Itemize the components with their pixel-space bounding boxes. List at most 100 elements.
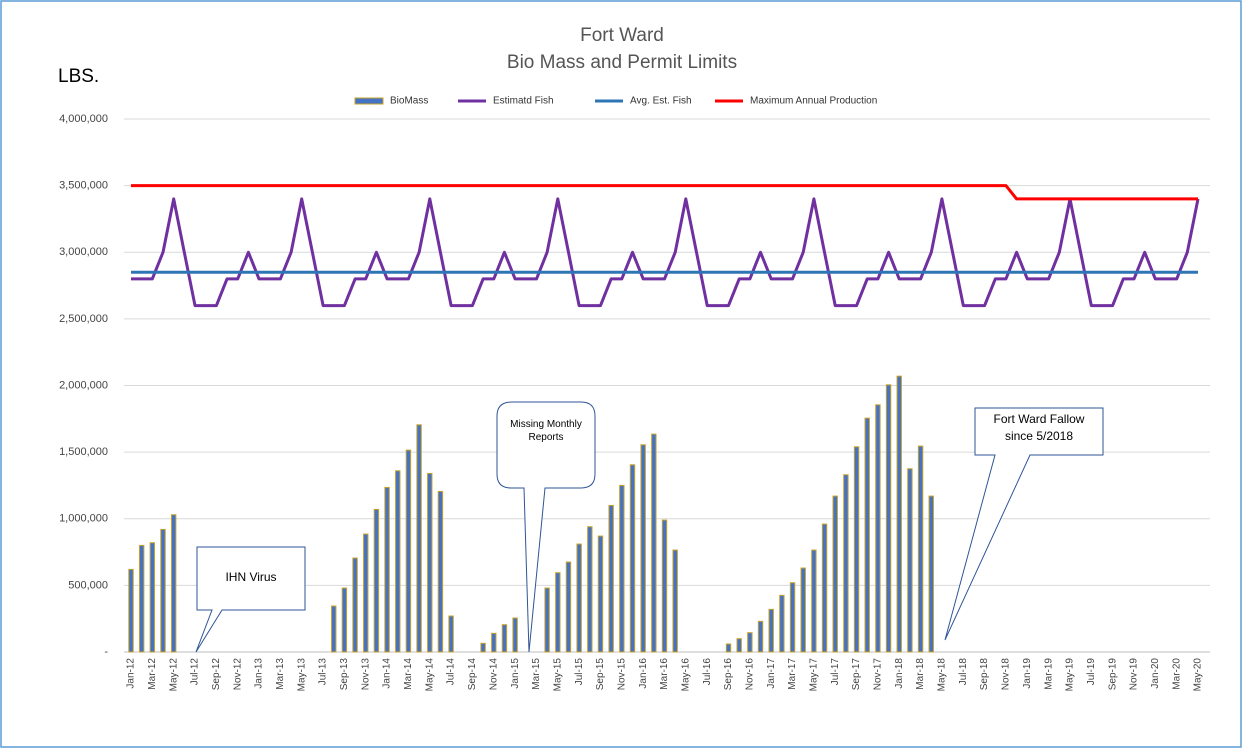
y-tick-label: 2,000,000 xyxy=(59,379,108,391)
y-axis-label: LBS. xyxy=(58,66,99,87)
x-tick-label: Mar-15 xyxy=(531,658,542,690)
bar xyxy=(629,464,636,653)
legend-label: Avg. Est. Fish xyxy=(630,96,692,107)
y-tick-label: - xyxy=(104,646,108,658)
bar xyxy=(608,504,614,653)
bar xyxy=(576,543,582,653)
x-tick-label: May-17 xyxy=(809,658,820,692)
x-tick-label: May-16 xyxy=(680,658,691,692)
bar xyxy=(555,572,561,653)
bar xyxy=(352,557,358,653)
x-tick-label: Jan-12 xyxy=(126,658,137,689)
bar xyxy=(640,444,646,653)
legend-label: Maximum Annual Production xyxy=(750,96,877,107)
x-tick-label: Nov-15 xyxy=(616,658,627,691)
bar xyxy=(437,490,444,653)
bar xyxy=(512,617,518,653)
x-tick-label: Jan-13 xyxy=(254,658,265,689)
x-tick-label: Sep-17 xyxy=(851,658,862,691)
bar xyxy=(331,605,337,653)
bar xyxy=(928,495,934,653)
bar xyxy=(843,474,849,653)
bar xyxy=(373,508,380,653)
x-tick-label: May-13 xyxy=(296,658,307,692)
annotation: Missing Monthly Reports xyxy=(510,419,582,443)
x-tick-label: Sep-16 xyxy=(723,658,734,691)
line-series xyxy=(131,197,1200,308)
x-tick-label: Mar-18 xyxy=(915,658,926,690)
bar xyxy=(896,375,902,653)
bar xyxy=(501,624,508,653)
x-tick-label: Sep-18 xyxy=(979,658,990,691)
y-tick-label: 4,000,000 xyxy=(59,113,108,125)
bar xyxy=(821,523,828,653)
bar xyxy=(597,535,604,653)
bar xyxy=(661,519,668,653)
bar xyxy=(907,468,913,653)
x-tick-label: Jan-18 xyxy=(894,658,905,689)
bar xyxy=(149,542,156,653)
bar xyxy=(832,495,838,653)
line-series xyxy=(131,184,1198,201)
y-tick-label: 3,500,000 xyxy=(59,180,108,192)
bar xyxy=(747,632,753,653)
bar xyxy=(853,446,860,653)
x-tick-label: Nov-16 xyxy=(745,658,756,691)
legend-swatch xyxy=(354,97,384,105)
x-tick-label: Jul-12 xyxy=(190,658,201,686)
callout-box xyxy=(195,546,306,653)
bar xyxy=(768,608,774,653)
x-tick-label: Jul-14 xyxy=(446,658,457,686)
annotation-wrap: Missing Monthly Reports xyxy=(510,419,582,443)
bar xyxy=(160,528,166,653)
bar xyxy=(395,470,401,653)
x-tick-label: Sep-12 xyxy=(211,658,222,691)
x-tick-label: Nov-14 xyxy=(488,658,499,691)
plot: - 500,000 1,000,000 1,500,000 2,000,000 2,500… xyxy=(59,96,1210,692)
bar xyxy=(138,544,145,653)
x-tick-label: Jan-19 xyxy=(1022,658,1033,689)
x-tick-label: Jan-20 xyxy=(1150,658,1161,689)
bar xyxy=(757,620,764,653)
bar xyxy=(427,472,433,653)
x-tick-label: Mar-17 xyxy=(787,658,798,690)
chart-title: Fort Ward xyxy=(580,25,664,46)
legend-label: Estimatd Fish xyxy=(493,96,554,107)
chart-subtitle: Bio Mass and Permit Limits xyxy=(507,52,737,73)
x-tick-label: Nov-18 xyxy=(1001,658,1012,691)
x-tick-label: Jul-18 xyxy=(958,658,969,686)
annotation-wrap: Fort Ward Fallow since 5/2018 xyxy=(993,412,1085,443)
bar xyxy=(363,533,369,653)
x-tick-label: May-12 xyxy=(168,658,179,692)
x-tick-label: Mar-19 xyxy=(1043,658,1054,690)
x-tick-label: Nov-12 xyxy=(232,658,243,691)
x-tick-label: Jan-17 xyxy=(766,658,777,689)
x-tick-label: May-18 xyxy=(937,658,948,692)
annotation: Fort Ward Fallow since 5/2018 xyxy=(993,412,1085,443)
bar xyxy=(800,567,806,653)
y-tick-label: 500,000 xyxy=(68,579,108,591)
bar xyxy=(651,433,657,653)
x-tick-label: Jul-16 xyxy=(702,658,713,686)
legend-label: BioMass xyxy=(390,96,428,107)
bar xyxy=(416,424,422,653)
x-tick-label: May-20 xyxy=(1193,658,1204,692)
bar xyxy=(619,484,625,653)
x-tick-label: May-14 xyxy=(424,658,435,692)
x-tick-label: May-19 xyxy=(1065,658,1076,692)
callout-box xyxy=(496,401,596,653)
bar xyxy=(917,445,924,653)
x-tick-label: Nov-13 xyxy=(360,658,371,691)
x-tick-label: Jul-19 xyxy=(1086,658,1097,686)
bar xyxy=(480,642,486,653)
x-tick-label: Sep-19 xyxy=(1107,658,1118,691)
bar xyxy=(885,384,892,653)
bar xyxy=(448,615,454,653)
bar xyxy=(170,514,177,653)
bar xyxy=(128,568,134,653)
bar xyxy=(565,561,572,653)
y-tick-label: 1,500,000 xyxy=(59,446,108,458)
x-tick-label: Jul-13 xyxy=(318,658,329,686)
x-tick-label: Nov-19 xyxy=(1129,658,1140,691)
